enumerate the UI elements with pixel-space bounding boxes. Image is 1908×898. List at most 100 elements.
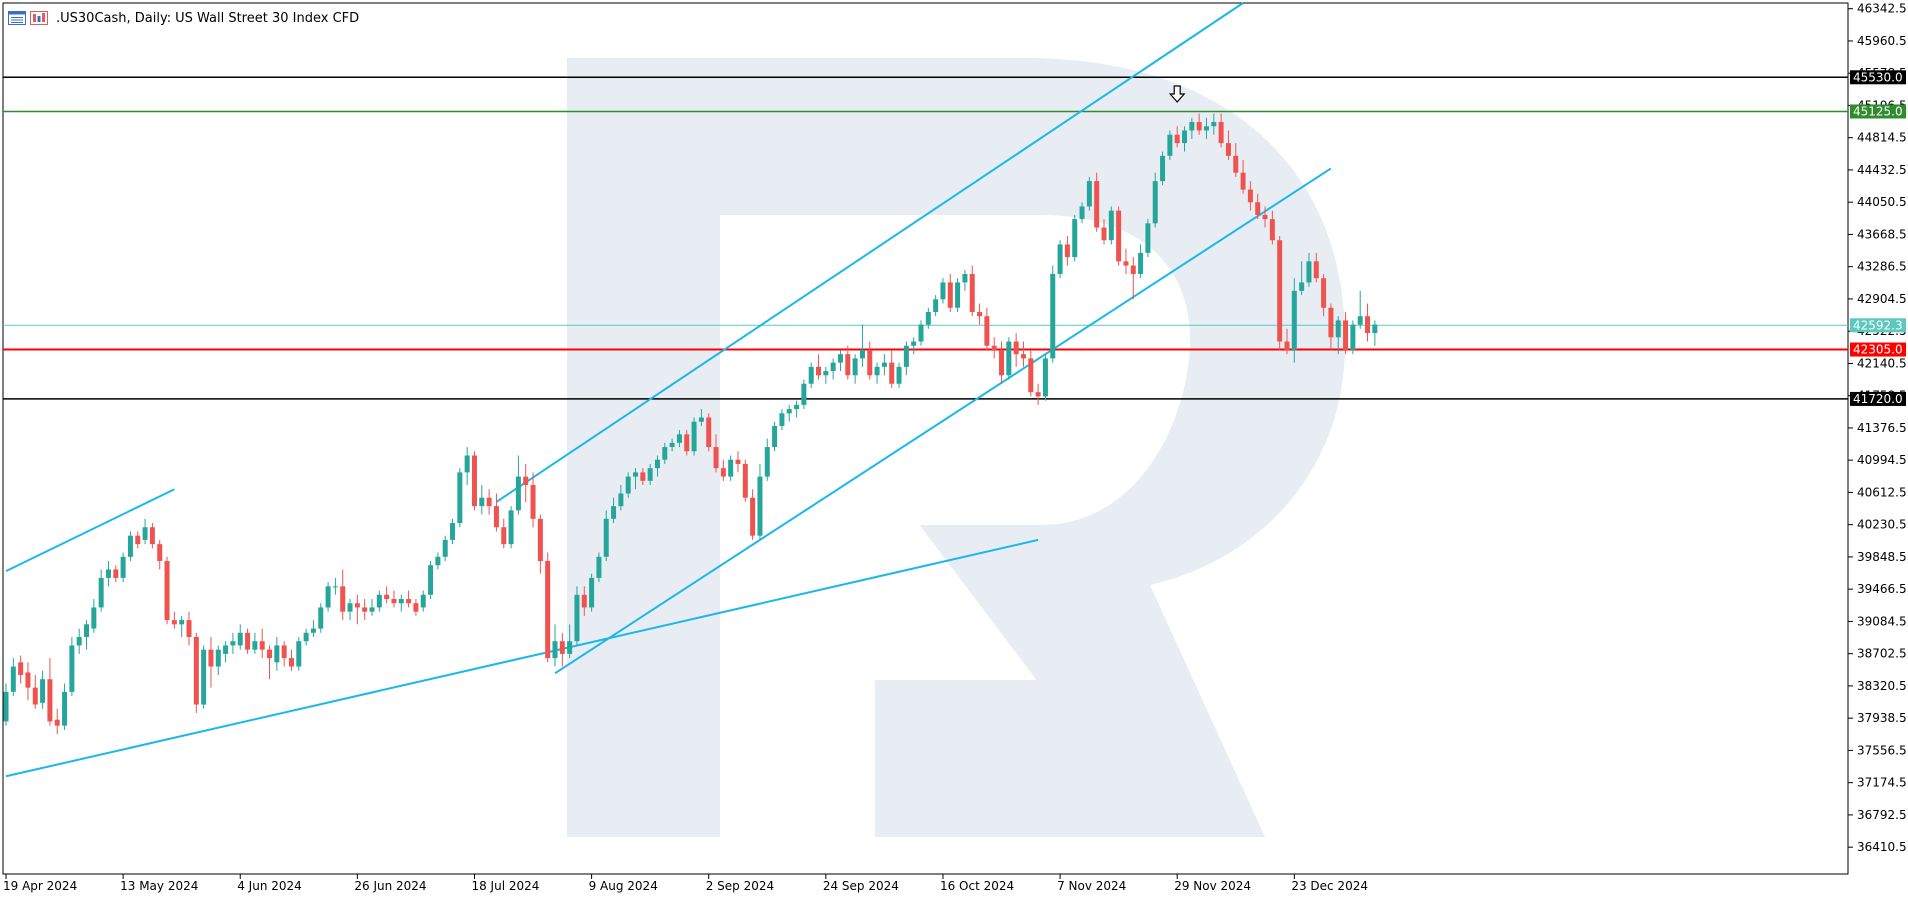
candlestick-series — [3, 113, 1378, 735]
x-tick-label: 19 Apr 2024 — [3, 879, 77, 893]
candle-body — [1101, 227, 1107, 241]
level-price-labels: 45530.0 45125.0 42592.3 42305.0 41720.0 — [1850, 70, 1906, 406]
y-tick-label: 37556.5 — [1857, 743, 1907, 757]
candle-body — [1079, 206, 1085, 220]
candle-body — [471, 455, 477, 507]
candle-body — [977, 311, 983, 317]
plot-border — [2, 2, 1849, 875]
candle-body — [918, 324, 924, 342]
candle-body — [245, 632, 251, 650]
candle-body — [581, 594, 587, 608]
candle-body — [881, 362, 887, 367]
candle-body — [830, 362, 836, 372]
candle-body — [772, 425, 778, 448]
candle-body — [969, 273, 975, 312]
candle-body — [940, 282, 946, 300]
y-tick-label: 38320.5 — [1857, 679, 1907, 693]
candle-body — [457, 472, 463, 524]
candle-body — [1262, 214, 1268, 220]
candle-body — [603, 518, 609, 557]
y-tick-label: 42904.5 — [1857, 292, 1907, 306]
x-tick-label: 13 May 2024 — [120, 879, 198, 893]
candle-body — [464, 455, 470, 473]
candle-body — [750, 497, 756, 536]
candle-body — [611, 506, 617, 519]
candle-body — [816, 366, 822, 376]
candle-body — [318, 607, 324, 629]
candle-body — [230, 641, 236, 646]
candle-body — [1035, 392, 1041, 397]
trendlines[interactable] — [5, 2, 1332, 778]
candle-body — [1050, 273, 1056, 359]
annotations — [1168, 85, 1186, 103]
candle-body — [1350, 324, 1356, 350]
chart-symbol-title: .US30Cash, Daily: — [56, 10, 172, 26]
candle-body — [654, 459, 660, 469]
candle-body — [120, 556, 126, 578]
candle-body — [552, 641, 558, 659]
candle-body — [157, 544, 163, 562]
level-price-tag-take_profit — [1850, 104, 1906, 119]
candle-body — [1072, 219, 1078, 258]
level-price-tag-resistance — [1850, 70, 1906, 85]
candle-body — [1203, 126, 1209, 131]
candle-body — [493, 506, 499, 528]
level-price-label-resistance: 41720.0 — [1853, 392, 1903, 406]
candle-body — [1225, 143, 1231, 156]
watermark-r-hole — [720, 215, 1190, 525]
candle-body — [149, 527, 155, 545]
chart-symbol-description: US Wall Street 30 Index CFD — [175, 10, 360, 26]
level-price-tag-stop — [1850, 342, 1906, 357]
candle-body — [1057, 244, 1063, 274]
y-tick-label: 36792.5 — [1857, 808, 1907, 822]
candle-body — [501, 527, 507, 545]
candle-body — [47, 679, 53, 722]
candle-body — [589, 577, 595, 608]
candle-body — [508, 510, 514, 545]
candle-body — [823, 371, 829, 376]
candle-body — [574, 594, 580, 642]
candle-body — [1299, 282, 1305, 291]
candle-body — [1123, 261, 1129, 266]
candle-body — [384, 594, 390, 600]
candle-body — [1233, 155, 1239, 173]
candle-body — [1343, 320, 1349, 350]
candle-body — [208, 649, 214, 667]
trendline[interactable] — [495, 2, 1244, 503]
candle-body — [523, 476, 529, 486]
candle-body — [105, 569, 111, 578]
trendline[interactable] — [5, 538, 1039, 778]
candle-body — [625, 476, 631, 494]
trendline[interactable] — [554, 167, 1332, 675]
candle-body — [281, 645, 287, 659]
candle-body — [837, 354, 843, 363]
bar-chart-icon[interactable] — [30, 11, 48, 25]
y-tick-label: 44432.5 — [1857, 163, 1907, 177]
candle-body — [420, 594, 426, 608]
candle-body — [515, 476, 521, 511]
y-tick-label: 42140.5 — [1857, 356, 1907, 370]
candle-body — [76, 636, 82, 646]
toolbar-list-icon[interactable] — [8, 11, 26, 25]
candle-body — [852, 358, 858, 376]
candle-body — [201, 649, 207, 705]
candle-body — [391, 599, 397, 604]
y-tick-label: 45960.5 — [1857, 34, 1907, 48]
candle-body — [684, 434, 690, 452]
candle-body — [406, 599, 412, 604]
candle-body — [325, 586, 331, 608]
horizontal-levels[interactable] — [3, 76, 1848, 400]
candle-body — [1160, 155, 1166, 182]
candle-body — [1145, 223, 1151, 253]
candle-body — [1218, 122, 1224, 144]
candle-body — [794, 404, 800, 410]
candle-body — [801, 383, 807, 405]
y-tick-label: 38702.5 — [1857, 647, 1907, 661]
candle-body — [267, 649, 273, 659]
candle-body — [859, 349, 865, 359]
trendline[interactable] — [5, 488, 175, 573]
candle-body — [113, 569, 119, 578]
candle-body — [691, 421, 697, 452]
